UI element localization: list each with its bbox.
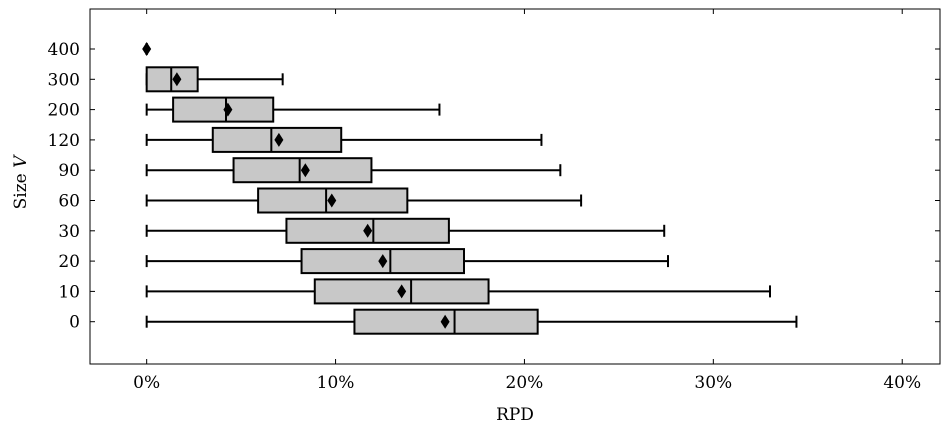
box-iqr (232, 157, 373, 184)
y-tick-label: 10 (58, 282, 80, 302)
mean-marker (440, 314, 450, 329)
y-tick-label: 60 (58, 192, 80, 212)
y-axis: 400 300 200 120 90 60 30 20 10 0 (48, 40, 940, 333)
x-tick-label: 10% (317, 373, 355, 393)
mean-marker (327, 193, 337, 208)
y-axis-title: Size V (11, 154, 31, 210)
mean-marker (363, 223, 373, 238)
y-tick-label: 300 (48, 70, 80, 90)
box-90 (145, 157, 562, 184)
mean-marker (223, 102, 233, 117)
box-200 (145, 96, 441, 123)
x-axis-title: RPD (496, 405, 534, 425)
mean-marker (378, 254, 388, 269)
x-tick-label: 20% (506, 373, 544, 393)
y-axis-title-text: Size (11, 168, 31, 210)
box-30 (145, 217, 666, 244)
y-tick-label: 200 (48, 101, 80, 121)
plot-area-frame (89, 8, 941, 365)
mean-marker (274, 132, 284, 147)
y-tick-label: 20 (58, 252, 80, 272)
y-axis-title-variable: V (11, 154, 31, 168)
x-tick-label: 40% (883, 373, 921, 393)
y-tick-label: 30 (58, 222, 80, 242)
box-120 (145, 126, 543, 153)
box-400 (142, 42, 152, 56)
box-60 (145, 187, 583, 214)
mean-marker (397, 284, 407, 299)
y-tick-label: 400 (48, 40, 80, 60)
box-iqr (172, 96, 275, 123)
box-0 (145, 308, 798, 335)
x-tick-label: 30% (694, 373, 732, 393)
mean-marker (142, 42, 152, 56)
box-series (142, 42, 798, 335)
y-tick-label: 90 (58, 161, 80, 181)
x-tick-label: 0% (133, 373, 160, 393)
box-10 (145, 278, 771, 305)
y-tick-label: 120 (48, 131, 80, 151)
x-axis: 0% 10% 20% 30% 40% (133, 9, 921, 393)
y-tick-label: 0 (69, 313, 80, 333)
mean-marker (300, 163, 310, 178)
box-20 (145, 248, 669, 275)
mean-marker (172, 72, 182, 87)
box-300 (145, 66, 284, 93)
